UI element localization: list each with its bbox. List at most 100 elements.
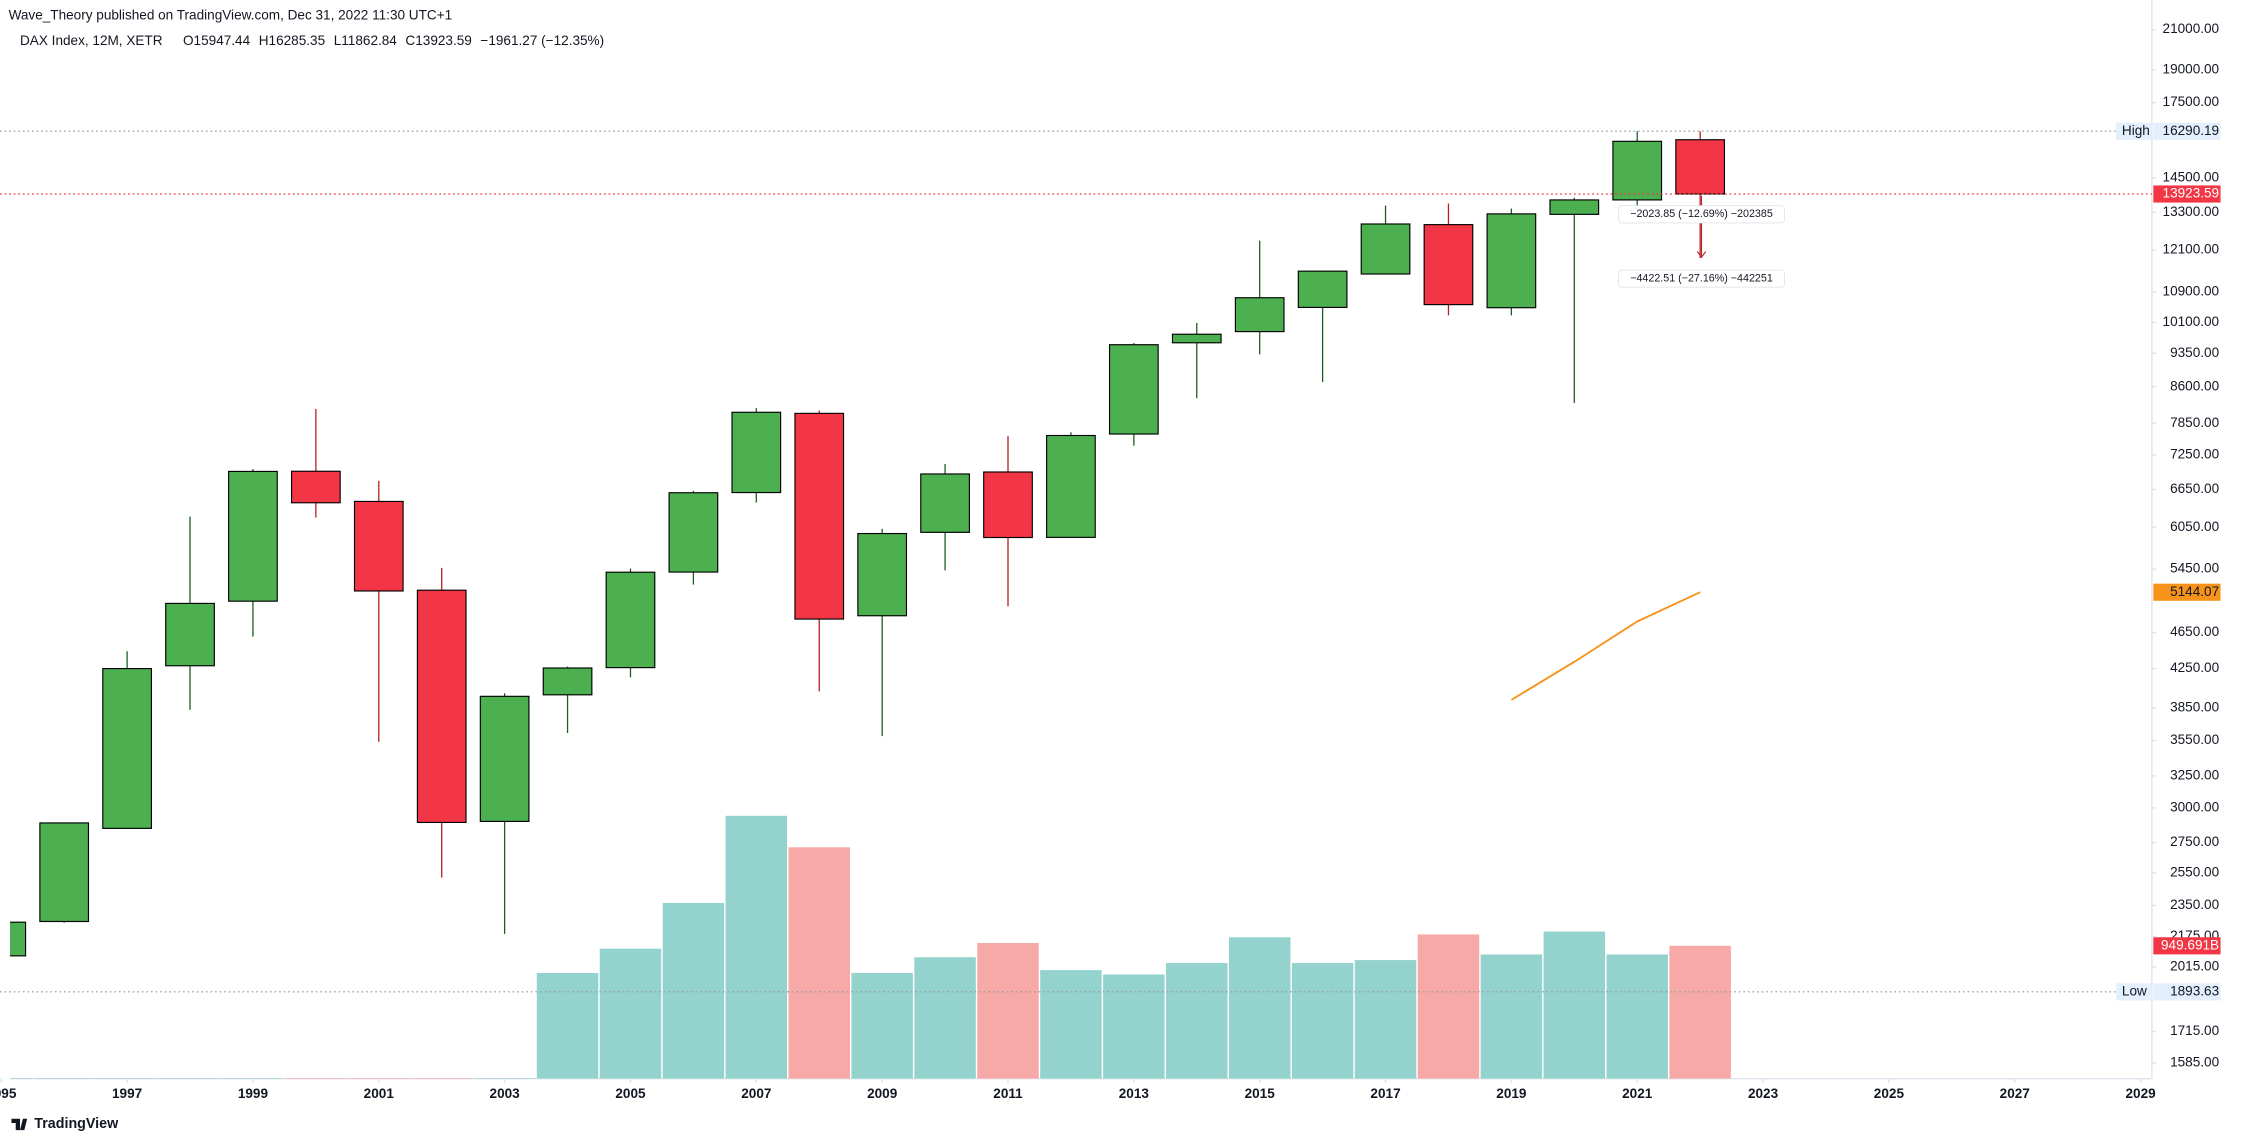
- x-tick-label: 1995: [0, 1086, 17, 1101]
- candle-body: [1612, 140, 1663, 201]
- x-tick-label: 1999: [238, 1086, 269, 1101]
- x-tick-label: 2011: [993, 1086, 1023, 1101]
- plot: [10, 131, 1731, 1079]
- y-tick-label: 12100.00: [2163, 242, 2220, 257]
- volume-label-box: [2153, 937, 2221, 955]
- y-tick-label: 14500.00: [2163, 169, 2220, 184]
- volume-bar: [1480, 954, 1543, 1079]
- y-tick-label: 2550.00: [2170, 864, 2220, 879]
- legend-symbol: DAX Index, 12M, XETR: [20, 33, 163, 48]
- candle-body: [165, 602, 215, 667]
- legend-value: L11862.84: [334, 33, 398, 48]
- volume-bar: [33, 1078, 95, 1079]
- x-tick-label: 2019: [1496, 1086, 1527, 1101]
- volume-bar: [159, 1078, 221, 1079]
- logo: [11, 1118, 28, 1131]
- y-tick-label: 13300.00: [2163, 204, 2220, 219]
- y-tick-label: 6050.00: [2170, 519, 2220, 534]
- volume-bar: [1228, 937, 1291, 1079]
- y-tick-label: 19000.00: [2163, 61, 2220, 76]
- y-tick-label: 5450.00: [2170, 561, 2220, 576]
- x-tick-label: 2003: [490, 1086, 521, 1101]
- y-tick-label: 3550.00: [2170, 732, 2220, 747]
- volume-bar: [1354, 960, 1417, 1079]
- y-tick-label: 17500.00: [2163, 94, 2220, 109]
- candle-body: [983, 471, 1033, 539]
- volume-bar: [348, 1078, 410, 1079]
- y-tick-label: 7850.00: [2170, 415, 2220, 430]
- line-label-box: [2153, 122, 2221, 140]
- branding: TradingView: [34, 1116, 119, 1132]
- candle-body: [794, 412, 845, 620]
- y-tick-label: 1585.00: [2170, 1055, 2220, 1070]
- y-tick-label: 9350.00: [2170, 345, 2220, 360]
- volume-bar: [473, 1078, 536, 1079]
- legend-value: C13923.59: [405, 33, 471, 48]
- line-name: High: [2122, 123, 2150, 138]
- candle-body: [290, 470, 341, 504]
- volume-bar: [1103, 974, 1165, 1079]
- volume-bar: [1040, 970, 1102, 1079]
- annotation-box: [1618, 205, 1785, 224]
- volume-label: 949.691B: [2161, 937, 2219, 952]
- volume-bar: [725, 815, 788, 1079]
- candle-body: [416, 589, 467, 824]
- candle-body: [1360, 223, 1411, 275]
- y-tick-label: 7250.00: [2170, 447, 2220, 462]
- candle-body: [39, 822, 90, 923]
- candle-body: [10, 921, 27, 957]
- candle-body: [857, 532, 908, 617]
- volume-bar: [96, 1078, 158, 1079]
- x-tick-label: 1997: [112, 1086, 142, 1101]
- y-tick-label: 3850.00: [2170, 700, 2220, 715]
- volume-bar: [1543, 931, 1606, 1079]
- candle-body: [1171, 333, 1222, 344]
- candle-body: [605, 571, 656, 669]
- volume-bar: [914, 957, 976, 1079]
- indicator-label: 5144.07: [2170, 584, 2219, 599]
- volume-bar: [851, 972, 913, 1079]
- indicator-label-box: [2153, 583, 2221, 601]
- x-tick-label: 2023: [1748, 1086, 1779, 1101]
- y-tick-label: 8600.00: [2170, 378, 2220, 393]
- annotation-box: [1618, 269, 1785, 288]
- y-tick-label: 2350.00: [2170, 897, 2220, 912]
- x-tick-label: 2009: [867, 1086, 898, 1101]
- volume-bar: [1166, 962, 1228, 1079]
- y-tick-label: 4250.00: [2170, 660, 2220, 675]
- candle-body: [479, 695, 530, 822]
- volume-bar: [536, 972, 599, 1079]
- y-tick-label: 10900.00: [2163, 283, 2220, 298]
- y-tick-label: 21000.00: [2163, 21, 2220, 36]
- candle-body: [228, 470, 278, 602]
- line-label: 1893.63: [2170, 983, 2219, 998]
- x-tick-label: 2005: [615, 1086, 646, 1101]
- publisher: Wave_Theory published on TradingView.com…: [9, 7, 453, 22]
- annotation: −4422.51 (−27.16%) −442251: [1630, 272, 1773, 284]
- volume-bar: [788, 847, 850, 1079]
- candle-body: [1423, 224, 1474, 306]
- legend-value: O15947.44: [183, 33, 251, 48]
- line-name-box: [2116, 122, 2152, 140]
- candle-body: [353, 500, 404, 592]
- x-tick-label: 2013: [1119, 1086, 1150, 1101]
- legend-value: −1961.27 (−12.35%): [480, 33, 604, 48]
- y-tick-label: 2750.00: [2170, 834, 2220, 849]
- candle-body: [668, 492, 719, 573]
- volume-bar: [222, 1078, 284, 1079]
- candle-body: [1046, 434, 1096, 538]
- x-tick-label: 2007: [741, 1086, 771, 1101]
- measure-arrow: [1696, 251, 1707, 259]
- y-tick-label: 3000.00: [2170, 799, 2220, 814]
- line-name-box: [2116, 983, 2152, 1001]
- y-tick-label: 2015.00: [2170, 959, 2220, 974]
- candle-body: [920, 473, 970, 533]
- y-tick-label: 10100.00: [2163, 314, 2220, 329]
- line-label-box: [2153, 983, 2221, 1001]
- line-name: Low: [2122, 983, 2147, 998]
- volume-bar: [285, 1078, 347, 1079]
- x-tick-label: 2001: [364, 1086, 395, 1101]
- volume-bar: [1669, 945, 1731, 1079]
- legend-value: H16285.35: [259, 33, 325, 48]
